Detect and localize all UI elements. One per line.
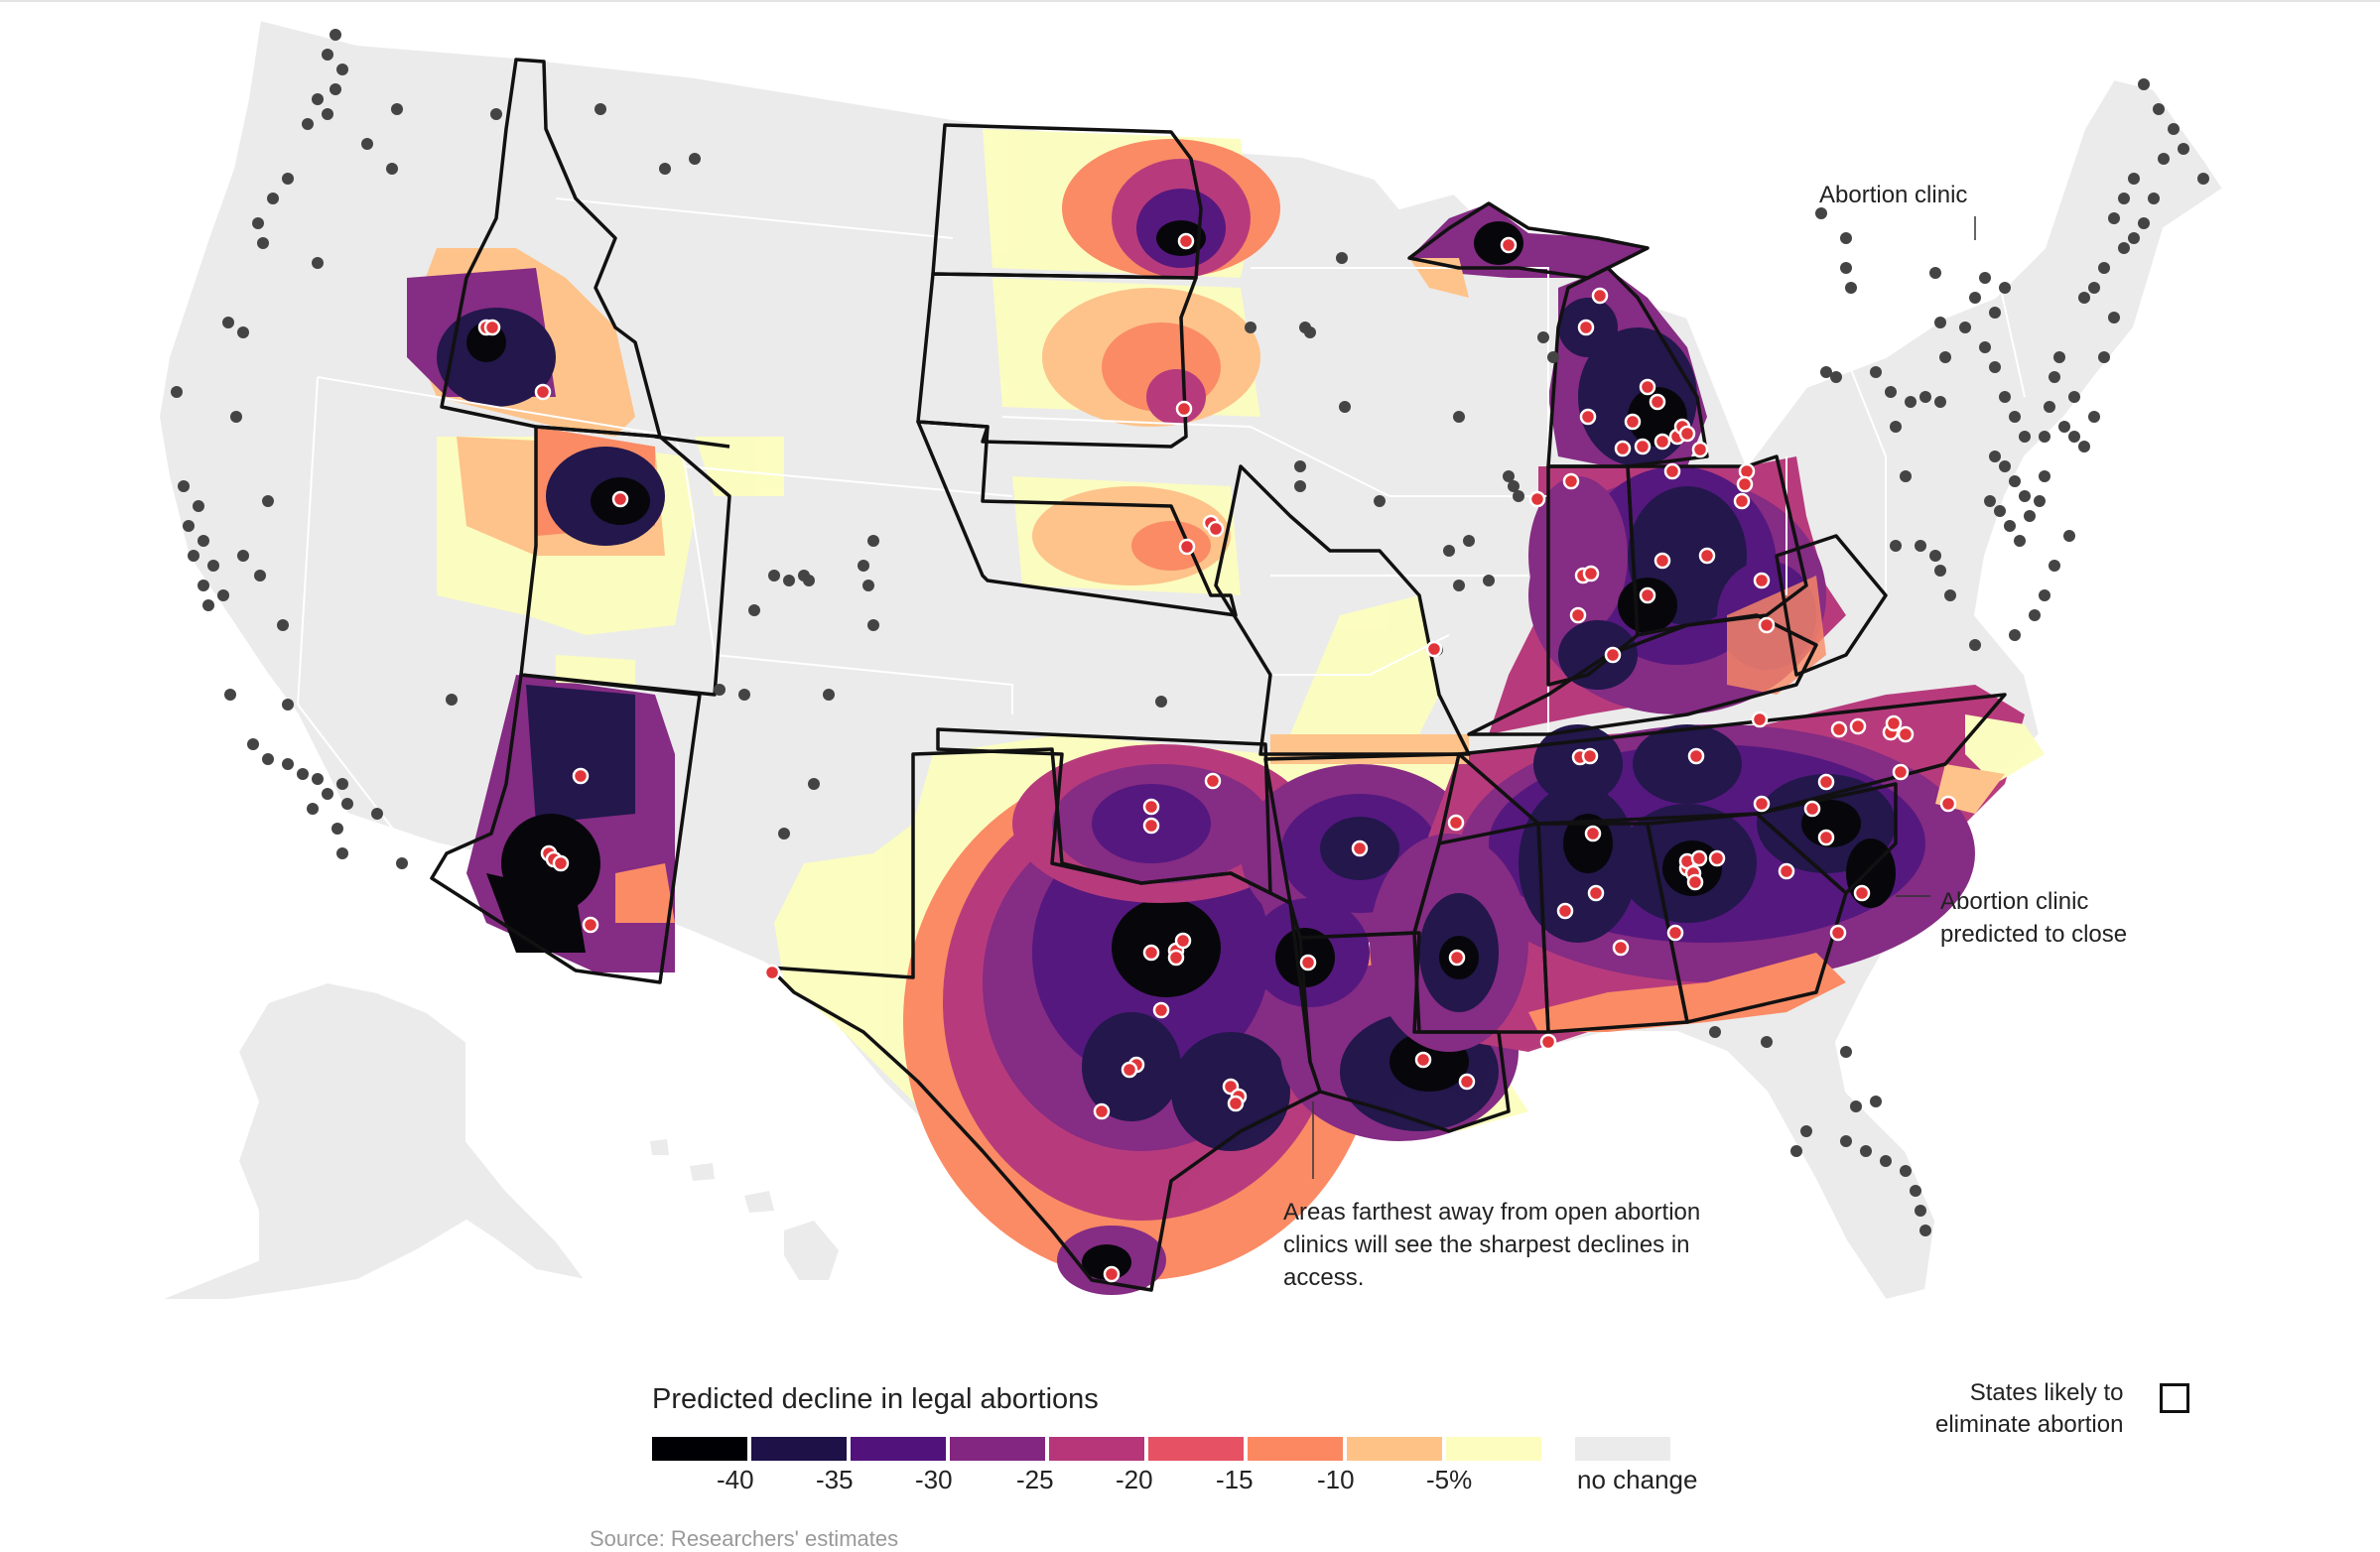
ban-state-outlines	[430, 58, 2007, 1292]
ban-states-legend-line2: eliminate abortion	[1935, 1411, 2124, 1438]
ban-states-legend: States likely to eliminate abortion	[1935, 1377, 2123, 1441]
legend-swatch-minus-25	[950, 1437, 1045, 1461]
outline-ohio	[1626, 454, 1808, 637]
farthest-annotation-line3: access.	[1283, 1264, 1365, 1291]
legend-swatch-minus-35	[751, 1437, 847, 1461]
alaska-land	[158, 980, 589, 1301]
legend-tick: -10	[1317, 1465, 1355, 1494]
legend-tick: no change	[1577, 1465, 1698, 1494]
legend-tick: -30	[915, 1465, 953, 1494]
hawaii-oahu	[690, 1163, 715, 1181]
outline-west-virginia	[1775, 534, 1888, 677]
shade-dallas	[1112, 898, 1221, 997]
legend-color-scale	[652, 1437, 1670, 1461]
legend-swatch-no-change	[1575, 1437, 1670, 1461]
outline-wyoming-south	[654, 435, 730, 449]
outline-tennessee	[1457, 693, 2007, 826]
legend-tick-labels: -40 -35 -30 -25 -20 -15 -10 -5% no chang…	[652, 1465, 1704, 1500]
legend-tick: -40	[717, 1465, 754, 1494]
legend-tick: -20	[1116, 1465, 1153, 1494]
farthest-annotation-line2: clinics will see the sharpest declines i…	[1283, 1231, 1690, 1258]
legend-swatch-mild	[1446, 1437, 1541, 1461]
closing-annotation-line2: predicted to close	[1940, 921, 2128, 948]
legend-title: Predicted decline in legal abortions	[652, 1383, 1099, 1415]
outline-michigan-up	[1407, 201, 1650, 280]
shade-michigan-up	[1409, 203, 1648, 278]
outline-kentucky	[1467, 613, 1818, 736]
outline-missouri-ne	[1214, 464, 1471, 756]
us-map	[157, 18, 2225, 1302]
closing-clinics	[477, 232, 1957, 1283]
legend-swatch-minus-30	[851, 1437, 946, 1461]
hawaii-big-island	[784, 1221, 839, 1280]
legend-swatch-minus-20	[1049, 1437, 1144, 1461]
legend-tick: -15	[1216, 1465, 1254, 1494]
outline-south-carolina	[1755, 782, 1898, 895]
legend-tick: -25	[1016, 1465, 1054, 1494]
top-divider	[0, 0, 2380, 2]
shade-coast-fl	[1528, 953, 1846, 1032]
annotation-leaders	[1312, 216, 1976, 1179]
legend-swatch-minus-5	[1347, 1437, 1442, 1461]
open-clinics	[171, 29, 2209, 1236]
ban-states-legend-box	[2160, 1383, 2189, 1413]
outline-arizona	[430, 673, 702, 984]
legend-swatch-minus-15	[1148, 1437, 1244, 1461]
ban-states-legend-line1: States likely to	[1969, 1379, 2124, 1406]
outline-idaho	[440, 58, 662, 439]
farthest-annotation-line1: Areas farthest away from open abortion	[1283, 1199, 1701, 1226]
legend-tick: -35	[816, 1465, 854, 1494]
source-note: Source: Researchers' estimates	[590, 1526, 899, 1551]
closing-annotation-line1: Abortion clinic	[1940, 888, 2089, 915]
farthest-areas-annotation: Areas farthest away from open abortion c…	[1283, 1196, 1700, 1294]
hawaii-kauai	[650, 1139, 669, 1155]
closing-clinic-annotation: Abortion clinic predicted to close	[1940, 885, 2127, 951]
legend-swatch-minus-10	[1248, 1437, 1343, 1461]
legend-tick: -5%	[1426, 1465, 1473, 1494]
legend-swatch-minus-40	[652, 1437, 747, 1461]
hawaii-maui	[744, 1191, 774, 1213]
clinic-annotation: Abortion clinic	[1819, 182, 1968, 208]
